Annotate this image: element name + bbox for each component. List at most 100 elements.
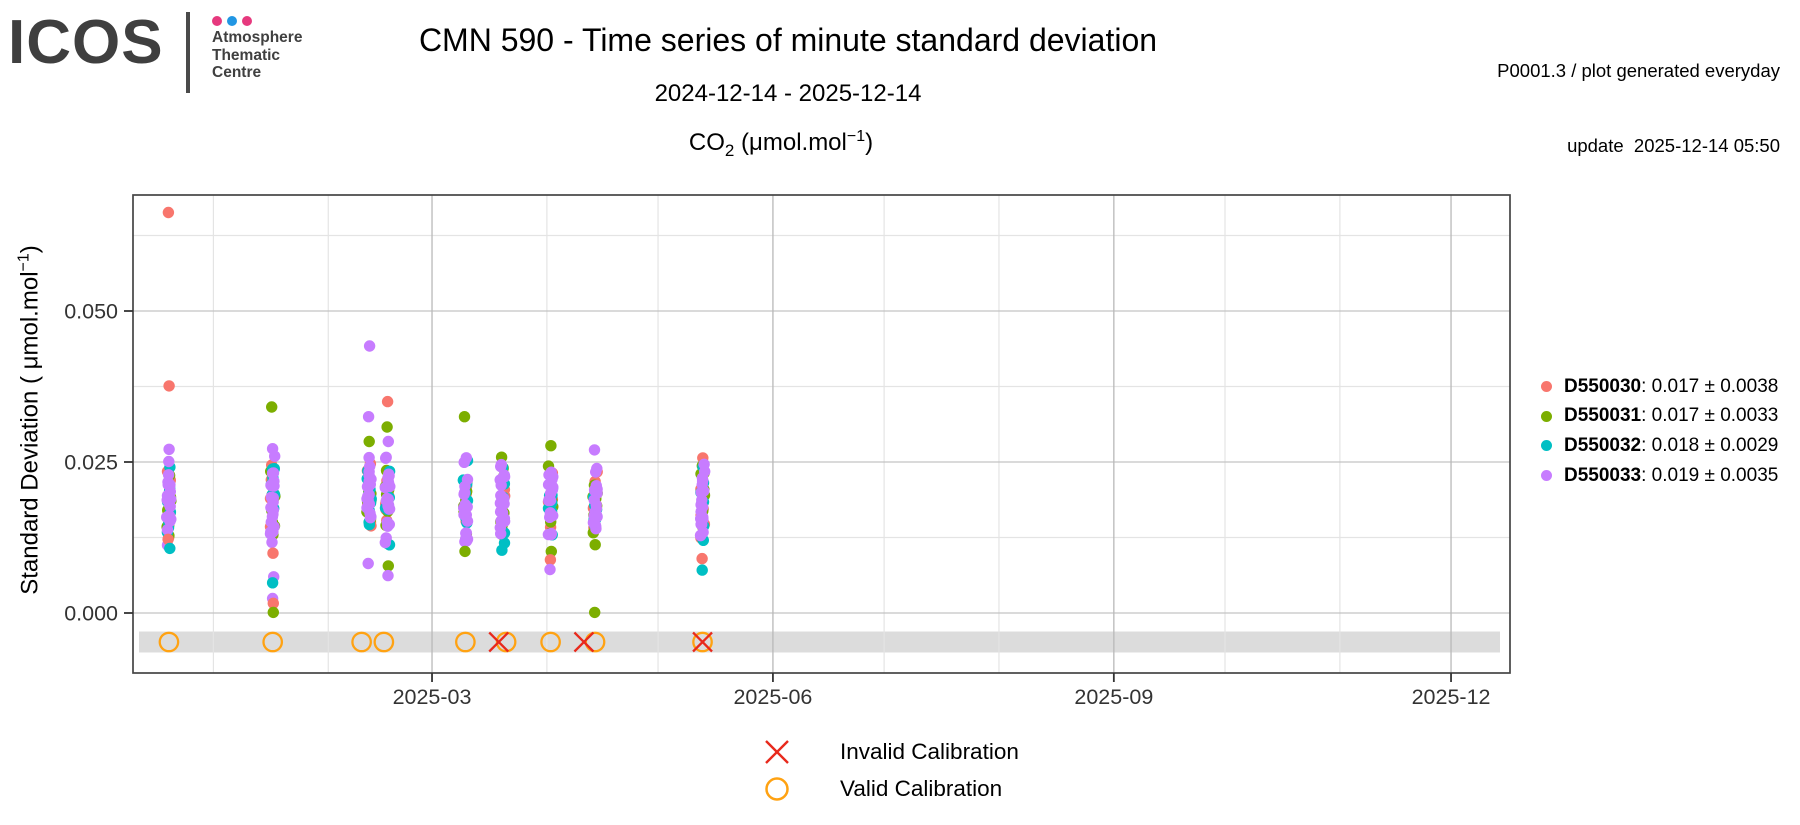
co2-sup: −1 — [846, 128, 866, 145]
data-point — [544, 494, 557, 507]
data-point — [590, 466, 602, 478]
plot-meta-info: P0001.3 / plot generated everyday update… — [1497, 8, 1780, 183]
data-point — [163, 455, 175, 468]
series-id: D550031 — [1564, 405, 1642, 427]
valid-calibration-circle-icon — [765, 776, 789, 801]
logo-dot-pink2-icon — [242, 16, 252, 26]
data-point — [267, 467, 280, 479]
data-point — [161, 511, 173, 523]
outlier-point — [162, 206, 175, 219]
series-stats: : 0.019 ± 0.0035 — [1641, 464, 1779, 486]
invalid-calibration-marker — [692, 631, 713, 653]
outlier-point — [589, 606, 601, 619]
outlier-point — [267, 606, 279, 619]
series-color-dot-icon — [1541, 440, 1552, 452]
data-point — [265, 491, 278, 503]
valid-calibration-marker — [495, 631, 517, 653]
data-point — [380, 451, 392, 463]
panel-border — [132, 194, 1511, 674]
data-point — [460, 527, 472, 539]
x-tick-label: 2025-03 — [393, 685, 472, 709]
logo-dot-pink-icon — [212, 16, 222, 26]
data-point — [542, 528, 555, 541]
data-point — [382, 500, 394, 512]
outlier-point — [163, 443, 175, 455]
outlier-point — [589, 539, 601, 551]
data-point — [364, 512, 377, 524]
outlier-point — [363, 340, 376, 352]
outlier-point — [267, 597, 279, 609]
data-point — [591, 483, 603, 495]
invalid-calibration-x-icon — [765, 739, 789, 764]
data-point — [495, 489, 507, 502]
valid-calibration-marker — [584, 631, 606, 653]
data-point — [547, 509, 559, 522]
data-point — [495, 479, 507, 491]
data-point — [268, 480, 280, 492]
series-stats: : 0.018 ± 0.0029 — [1641, 434, 1779, 456]
logo-divider — [186, 12, 190, 93]
outlier-point — [362, 411, 375, 423]
data-point — [361, 502, 373, 514]
logo-org-line1: Atmosphere — [212, 29, 303, 46]
date-range-subtitle: 2024-12-14 - 2025-12-14 — [654, 80, 922, 107]
series-color-dot-icon — [1541, 410, 1552, 422]
outlier-point — [696, 552, 708, 565]
outlier-point — [459, 545, 471, 558]
outlier-point — [458, 411, 471, 423]
outlier-point — [544, 563, 556, 576]
outlier-point — [164, 542, 176, 555]
series-stats: : 0.017 ± 0.0033 — [1641, 405, 1779, 427]
data-point — [268, 521, 280, 533]
data-point — [461, 515, 474, 527]
logo-dot-blue-icon — [227, 16, 237, 26]
calibration-legend-label: Valid Calibration — [840, 775, 1003, 801]
outlier-point — [381, 421, 393, 433]
data-point — [364, 460, 376, 473]
co2-close: ) — [865, 129, 874, 156]
data-point — [379, 481, 391, 494]
outlier-point — [163, 380, 175, 392]
co2-base: CO — [688, 129, 725, 156]
data-point — [496, 507, 509, 519]
x-tick-label: 2025-06 — [733, 685, 812, 709]
outlier-point — [545, 545, 557, 558]
logo-org-line3: Centre — [212, 64, 262, 81]
valid-calibration-marker — [158, 631, 180, 653]
calibration-legend-item: Invalid Calibration — [758, 733, 1019, 770]
outlier-point — [496, 544, 508, 556]
calibration-legend: Invalid Calibration Valid Calibration — [758, 733, 1019, 807]
series-color-dot-icon — [1541, 381, 1552, 393]
outlier-point — [382, 560, 394, 572]
calibration-band — [139, 631, 1500, 653]
x-tick-label: 2025-09 — [1074, 685, 1153, 709]
outlier-point — [363, 435, 375, 448]
data-point — [161, 494, 173, 506]
data-point — [591, 511, 603, 523]
series-legend-item: D550032: 0.018 ± 0.0029 — [1541, 431, 1778, 461]
outlier-point — [382, 569, 394, 582]
valid-calibration-marker — [351, 631, 372, 653]
data-point — [363, 451, 375, 464]
x-tick-label: 2025-12 — [1412, 685, 1491, 709]
data-point — [698, 485, 710, 497]
data-point — [164, 479, 176, 492]
data-point — [266, 511, 279, 523]
valid-calibration-marker — [540, 631, 561, 653]
data-point — [383, 470, 395, 482]
valid-calibration-marker — [692, 631, 713, 653]
outlier-point — [266, 443, 279, 455]
data-point — [458, 486, 471, 499]
data-point — [494, 521, 506, 534]
series-legend-item: D550033: 0.019 ± 0.0035 — [1541, 461, 1778, 491]
calibration-legend-item: Valid Calibration — [758, 770, 1019, 807]
logo-dots-icon — [212, 16, 252, 26]
y-tick-label: 0.050 — [64, 300, 118, 324]
outlier-point — [266, 577, 279, 589]
outlier-point — [267, 547, 279, 559]
co2-unit: (μmol.mol — [734, 129, 847, 156]
outlier-point — [544, 554, 557, 566]
series-id: D550033 — [1564, 464, 1642, 486]
invalid-calibration-marker — [573, 631, 595, 653]
series-legend: D550030: 0.017 ± 0.0038 D550031: 0.017 ± … — [1541, 372, 1778, 490]
